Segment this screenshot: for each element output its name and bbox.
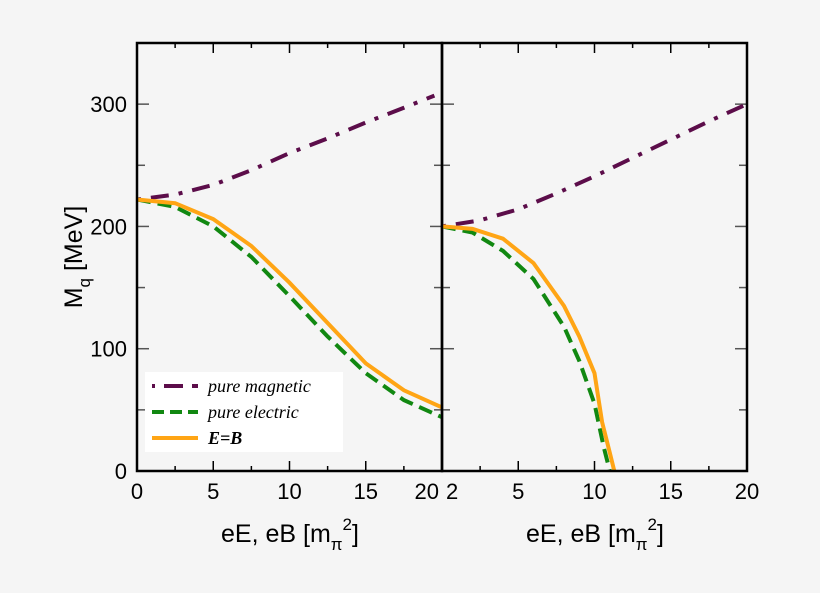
x-tick-label: 15 (659, 479, 683, 504)
y-axis-title: Mq [MeV] (60, 206, 94, 309)
y-axis-title-part: M (60, 287, 88, 308)
x-tick-label: 0 (131, 479, 143, 504)
x-axis-title-left: eE, eB [mπ2] (221, 515, 359, 554)
x-tick-label: 15 (354, 479, 378, 504)
series-line-pure-electric (137, 197, 442, 420)
series-line-pure-electric (442, 224, 612, 471)
legend-label-eb: E=B (207, 428, 242, 448)
legend: pure magnetic pure electric E=B (145, 372, 343, 452)
legend-label-electric: pure electric (206, 402, 299, 422)
x-tick-label: 10 (277, 479, 301, 504)
y-axis-title-part: q (75, 278, 94, 287)
x-tick-label: 5 (207, 479, 219, 504)
series-line-pure-magnetic (442, 102, 747, 229)
y-tick-label: 100 (90, 337, 127, 362)
y-axis-title-part: [MeV] (60, 206, 88, 278)
series-line-e-b (442, 224, 617, 471)
y-tick-label: 200 (90, 214, 127, 239)
x-axis-title-right: eE, eB [mπ2] (526, 515, 664, 554)
y-tick-label: 0 (115, 459, 127, 484)
y-tick-label: 300 (90, 92, 127, 117)
panel-right: 2 5 10 15 20 (440, 41, 759, 504)
series-line-pure-magnetic (137, 93, 436, 202)
x-tick-label: 2 (446, 479, 458, 504)
series-line-e-b (137, 197, 442, 410)
legend-label-magnetic: pure magnetic (206, 376, 311, 396)
x-tick-label: 10 (582, 479, 606, 504)
x-tick-label: 20 (735, 479, 759, 504)
plot-frame (440, 41, 749, 473)
x-tick-label: 20 (415, 479, 439, 504)
x-tick-label: 5 (512, 479, 524, 504)
